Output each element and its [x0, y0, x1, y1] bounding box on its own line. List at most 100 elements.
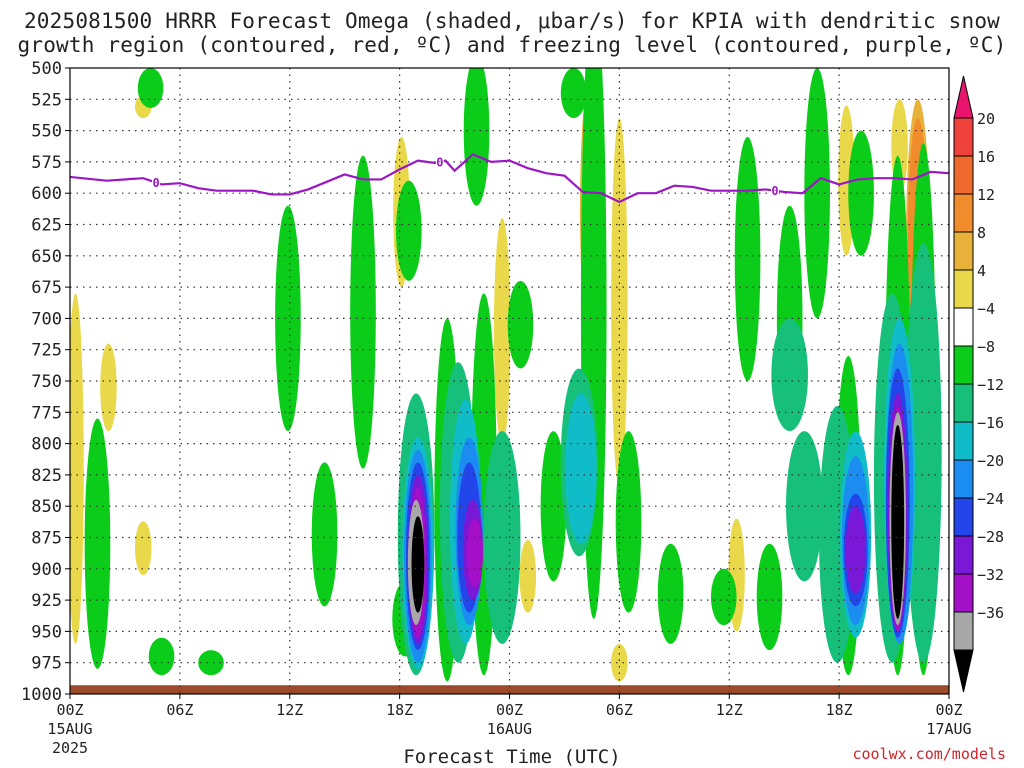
colorbar-label: −4 — [977, 300, 995, 318]
x-tick-label: 06Z — [166, 701, 193, 719]
freezing-level-label: 0 — [771, 184, 778, 198]
colorbar-box — [953, 155, 974, 195]
colorbar-label: 8 — [977, 224, 986, 242]
y-tick-label: 900 — [31, 560, 62, 580]
colorbar-label: −12 — [977, 376, 1004, 394]
y-tick-label: 950 — [31, 622, 62, 642]
omega-region-neg4-12 — [507, 280, 534, 369]
x-axis-title: Forecast Time (UTC) — [403, 746, 621, 768]
omega-region-4-8 — [611, 643, 628, 682]
omega-region-neg12-2 — [565, 393, 597, 544]
colorbar-box — [953, 497, 974, 537]
y-tick-label: 575 — [31, 153, 62, 173]
y-axis: 500 525 550 575 600 625 650 675 700 725 750 775 800 8… — [21, 59, 70, 705]
ground-surface — [70, 685, 949, 694]
y-tick-label: 875 — [31, 529, 62, 549]
omega-region-4-3 — [135, 521, 152, 576]
x-tick-label: 12Z — [716, 701, 743, 719]
x-date-label: 16AUG — [487, 720, 532, 738]
colorbar-label: −24 — [977, 490, 1004, 508]
omega-region-neg4-4 — [275, 205, 301, 432]
x-tick-label: 12Z — [276, 701, 303, 719]
x-tick-label: 18Z — [386, 701, 413, 719]
colorbar-label: 20 — [977, 110, 995, 128]
chart-title-line-1: 2025081500 HRRR Forecast Omega (shaded, … — [23, 9, 1001, 33]
y-tick-label: 700 — [31, 309, 62, 329]
freezing-level-contour: 0 0 0 — [70, 153, 949, 204]
contour-label-bg — [152, 176, 161, 189]
x-date-label: 17AUG — [926, 720, 971, 738]
x-tick-label: 18Z — [826, 701, 853, 719]
x-date-label: 15AUG — [47, 720, 92, 738]
y-tick-label: 800 — [31, 435, 62, 455]
colorbar-box — [953, 231, 974, 271]
contour-label-bg — [771, 184, 780, 197]
omega-region-neg4-13 — [540, 431, 567, 582]
omega-region-neg36-0 — [411, 516, 425, 613]
y-tick-label: 675 — [31, 278, 62, 298]
y-tick-label: 525 — [31, 90, 62, 110]
omega-region-4-1 — [100, 343, 117, 432]
colorbar-box — [953, 117, 974, 157]
omega-region-neg36-1 — [891, 424, 905, 619]
omega-region-4-6 — [519, 540, 537, 613]
omega-region-neg4-24 — [848, 130, 874, 256]
x-tick-label: 00Z — [496, 701, 523, 719]
colorbar: 20 16 12 8 4 −4 −8 −12 −16 −20 −24 −28 −32 −36 — [953, 75, 1004, 693]
omega-region-neg28-1 — [466, 518, 483, 588]
omega-region-4-5 — [493, 218, 511, 444]
colorbar-label: −8 — [977, 338, 995, 356]
omega-region-neg4-16 — [615, 431, 642, 613]
colorbar-bottom-arrow — [953, 649, 974, 693]
contour-label-bg — [435, 156, 444, 169]
omega-region-4-0 — [70, 293, 84, 644]
colorbar-box — [953, 421, 974, 461]
y-tick-label: 650 — [31, 247, 62, 267]
omega-region-neg4-0 — [84, 418, 111, 669]
omega-region-neg4-2 — [148, 637, 175, 676]
colorbar-label: −32 — [977, 566, 1004, 584]
colorbar-top-arrow — [953, 75, 974, 119]
colorbar-label: 12 — [977, 186, 995, 204]
colorbar-label: −36 — [977, 604, 1004, 622]
y-tick-label: 975 — [31, 654, 62, 674]
colorbar-label: 16 — [977, 148, 995, 166]
colorbar-label: −28 — [977, 528, 1004, 546]
omega-region-neg4-3 — [198, 650, 224, 676]
omega-region-neg4-22 — [804, 68, 830, 319]
y-tick-label: 850 — [31, 497, 62, 517]
colorbar-box — [953, 573, 974, 613]
y-tick-label: 925 — [31, 591, 62, 611]
omega-region-neg24-2 — [845, 506, 866, 594]
colorbar-box — [953, 269, 974, 309]
y-tick-label: 1000 — [21, 685, 62, 705]
omega-region-neg4-17 — [657, 543, 684, 644]
omega-region-neg8-5 — [786, 431, 823, 582]
omega-region-neg4-1 — [137, 68, 164, 109]
x-tick-label: 00Z — [56, 701, 83, 719]
freezing-level-line — [70, 153, 949, 204]
y-tick-label: 825 — [31, 466, 62, 486]
omega-region-neg8-2 — [483, 431, 521, 644]
colorbar-label: −16 — [977, 414, 1004, 432]
y-tick-label: 625 — [31, 216, 62, 236]
y-tick-label: 725 — [31, 341, 62, 361]
freezing-level-label: 0 — [152, 176, 159, 190]
grid-lines — [70, 68, 949, 694]
omega-region-neg4-5 — [311, 462, 338, 607]
x-tick-label: 06Z — [606, 701, 633, 719]
y-tick-label: 500 — [31, 59, 62, 79]
x-year-label: 2025 — [52, 739, 88, 757]
colorbar-label: 4 — [977, 262, 986, 280]
x-tick-label: 00Z — [935, 701, 962, 719]
omega-region-neg4-18 — [710, 568, 737, 626]
freezing-level-label: 0 — [436, 156, 443, 170]
omega-region-neg4-6 — [350, 155, 376, 469]
colorbar-box — [953, 535, 974, 575]
colorbar-box — [953, 611, 974, 651]
y-tick-label: 750 — [31, 372, 62, 392]
y-tick-label: 550 — [31, 122, 62, 142]
chart-title-line-2: growth region (contoured, red, ºC) and f… — [17, 33, 1007, 57]
